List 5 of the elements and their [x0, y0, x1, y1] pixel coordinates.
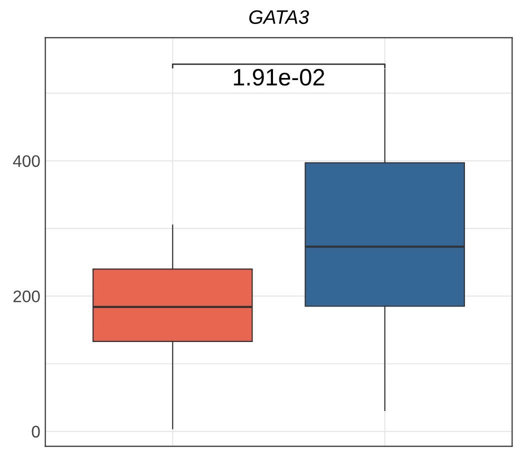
y-tick-label: 200 [14, 290, 40, 302]
annotation: 1.91e-02 [234, 68, 324, 86]
y-tick-label: 400 [13, 155, 40, 168]
y-tick-label: 0 [32, 426, 40, 438]
chart-title: GATA3 [249, 10, 310, 24]
